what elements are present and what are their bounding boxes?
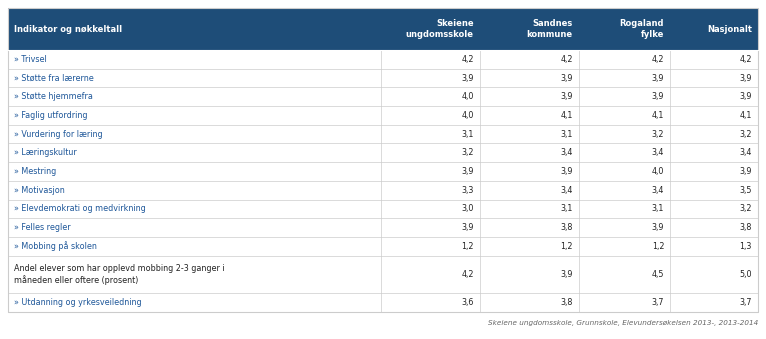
Text: 4,0: 4,0: [461, 111, 473, 120]
Text: » Mestring: » Mestring: [14, 167, 56, 176]
Text: 3,0: 3,0: [461, 204, 473, 214]
Text: » Motivasjon: » Motivasjon: [14, 186, 65, 195]
Text: Rogaland
fylke: Rogaland fylke: [620, 19, 664, 39]
Text: Skeiene ungdomsskole, Grunnskole, Elevundersøkelsen 2013-, 2013-2014: Skeiene ungdomsskole, Grunnskole, Elevun…: [488, 320, 758, 326]
Bar: [8, 218, 758, 237]
Text: 4,0: 4,0: [461, 92, 473, 101]
Text: 3,9: 3,9: [652, 223, 664, 232]
Text: 3,9: 3,9: [652, 92, 664, 101]
Text: 3,1: 3,1: [652, 204, 664, 214]
Bar: [8, 256, 758, 293]
Text: 1,2: 1,2: [652, 242, 664, 251]
Text: » Felles regler: » Felles regler: [14, 223, 70, 232]
Text: 3,9: 3,9: [461, 167, 473, 176]
Text: » Faglig utfordring: » Faglig utfordring: [14, 111, 87, 120]
Bar: [8, 69, 758, 87]
Text: 3,1: 3,1: [561, 204, 573, 214]
Text: 1,2: 1,2: [560, 242, 573, 251]
Bar: [8, 237, 758, 256]
Text: » Støtte fra lærerne: » Støtte fra lærerne: [14, 74, 93, 83]
Text: 3,7: 3,7: [739, 298, 752, 307]
Text: 4,2: 4,2: [652, 55, 664, 64]
Bar: [8, 143, 758, 162]
Bar: [8, 162, 758, 181]
Bar: [8, 8, 758, 312]
Text: 4,1: 4,1: [740, 111, 752, 120]
Text: Indikator og nøkkeltall: Indikator og nøkkeltall: [14, 24, 122, 34]
Text: 3,4: 3,4: [652, 186, 664, 195]
Text: 1,2: 1,2: [461, 242, 473, 251]
Text: Andel elever som har opplevd mobbing 2-3 ganger i
måneden eller oftere (prosent): Andel elever som har opplevd mobbing 2-3…: [14, 264, 224, 285]
Text: 3,7: 3,7: [652, 298, 664, 307]
Text: 3,8: 3,8: [561, 223, 573, 232]
Text: 3,1: 3,1: [461, 129, 473, 139]
Text: 4,2: 4,2: [461, 55, 473, 64]
Bar: [8, 8, 758, 50]
Bar: [8, 125, 758, 143]
Text: 4,1: 4,1: [561, 111, 573, 120]
Text: 3,2: 3,2: [461, 148, 473, 157]
Bar: [8, 293, 758, 312]
Text: 3,4: 3,4: [740, 148, 752, 157]
Text: 3,9: 3,9: [560, 92, 573, 101]
Text: 3,9: 3,9: [739, 92, 752, 101]
Text: 3,9: 3,9: [739, 74, 752, 83]
Text: 3,9: 3,9: [739, 167, 752, 176]
Text: 3,2: 3,2: [739, 129, 752, 139]
Text: 3,2: 3,2: [652, 129, 664, 139]
Text: 3,1: 3,1: [561, 129, 573, 139]
Text: 3,2: 3,2: [739, 204, 752, 214]
Text: Nasjonalt: Nasjonalt: [707, 24, 752, 34]
Text: Sandnes
kommune: Sandnes kommune: [527, 19, 573, 39]
Text: 4,1: 4,1: [652, 111, 664, 120]
Text: » Mobbing på skolen: » Mobbing på skolen: [14, 241, 97, 251]
Text: 3,8: 3,8: [740, 223, 752, 232]
Text: » Utdanning og yrkesveiledning: » Utdanning og yrkesveiledning: [14, 298, 142, 307]
Text: 3,9: 3,9: [560, 167, 573, 176]
Text: 3,9: 3,9: [560, 74, 573, 83]
Text: 3,5: 3,5: [739, 186, 752, 195]
Text: 3,3: 3,3: [461, 186, 473, 195]
Text: » Støtte hjemmefra: » Støtte hjemmefra: [14, 92, 93, 101]
Bar: [8, 87, 758, 106]
Text: 5,0: 5,0: [739, 270, 752, 279]
Text: 3,4: 3,4: [652, 148, 664, 157]
Bar: [8, 200, 758, 218]
Text: 1,3: 1,3: [740, 242, 752, 251]
Text: Skeiene
ungdomsskole: Skeiene ungdomsskole: [406, 19, 473, 39]
Text: » Trivsel: » Trivsel: [14, 55, 47, 64]
Text: 3,9: 3,9: [652, 74, 664, 83]
Text: 4,0: 4,0: [652, 167, 664, 176]
Text: 3,4: 3,4: [561, 186, 573, 195]
Bar: [8, 106, 758, 125]
Text: 4,2: 4,2: [461, 270, 473, 279]
Text: » Elevdemokrati og medvirkning: » Elevdemokrati og medvirkning: [14, 204, 146, 214]
Text: 3,9: 3,9: [461, 223, 473, 232]
Text: 4,5: 4,5: [652, 270, 664, 279]
Text: 3,4: 3,4: [561, 148, 573, 157]
Text: 3,9: 3,9: [560, 270, 573, 279]
Bar: [8, 181, 758, 200]
Text: 3,9: 3,9: [461, 74, 473, 83]
Bar: [8, 50, 758, 69]
Text: 3,8: 3,8: [561, 298, 573, 307]
Text: » Vurdering for læring: » Vurdering for læring: [14, 129, 103, 139]
Text: 4,2: 4,2: [560, 55, 573, 64]
Text: 4,2: 4,2: [739, 55, 752, 64]
Text: 3,6: 3,6: [461, 298, 473, 307]
Text: » Læringskultur: » Læringskultur: [14, 148, 77, 157]
